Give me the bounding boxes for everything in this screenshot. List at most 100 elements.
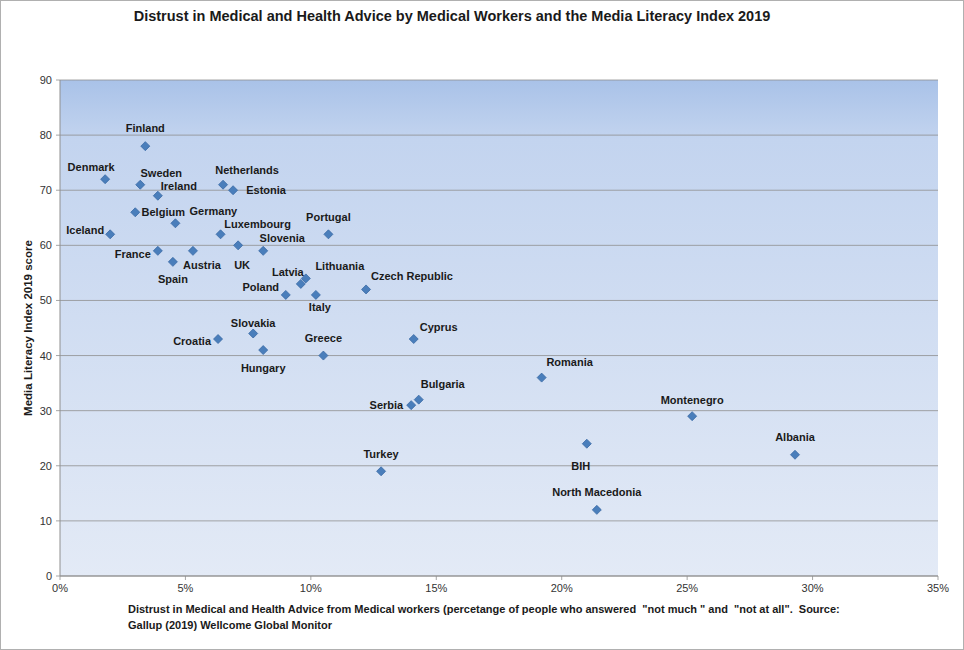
point-label: Denmark bbox=[68, 161, 116, 173]
point-label: Sweden bbox=[140, 167, 182, 179]
point-label: Latvia bbox=[272, 266, 305, 278]
tick-label: 80 bbox=[40, 129, 52, 141]
chart-container: Distrust in Medical and Health Advice by… bbox=[0, 0, 964, 650]
tick-label: 40 bbox=[40, 350, 52, 362]
point-label: Ireland bbox=[161, 180, 197, 192]
point-label: Luxembourg bbox=[224, 218, 291, 230]
data-point bbox=[171, 219, 180, 228]
tick-mark bbox=[436, 576, 437, 580]
point-label: Lithuania bbox=[315, 260, 365, 272]
y-axis-line bbox=[60, 80, 61, 576]
tick-label: 90 bbox=[40, 74, 52, 86]
point-label: Finland bbox=[126, 122, 165, 134]
data-point bbox=[131, 208, 140, 217]
data-point bbox=[106, 230, 115, 239]
tick-label: 50 bbox=[40, 294, 52, 306]
data-point bbox=[281, 290, 290, 299]
grid-line bbox=[60, 300, 938, 301]
grid-line bbox=[60, 576, 938, 577]
point-label: Austria bbox=[183, 259, 222, 271]
chart-title: Distrust in Medical and Health Advice by… bbox=[134, 8, 771, 24]
chart-svg: Distrust in Medical and Health Advice by… bbox=[0, 0, 964, 650]
point-label: Poland bbox=[242, 281, 279, 293]
tick-label: 15% bbox=[425, 582, 447, 594]
data-point bbox=[101, 175, 110, 184]
tick-mark bbox=[310, 576, 311, 580]
tick-mark bbox=[56, 190, 60, 191]
point-label: Albania bbox=[775, 431, 816, 443]
point-label: Slovakia bbox=[231, 317, 277, 329]
tick-label: 35% bbox=[927, 582, 949, 594]
data-point bbox=[319, 351, 328, 360]
data-point bbox=[259, 346, 268, 355]
tick-mark bbox=[56, 300, 60, 301]
y-axis: 0 10 20 30 40 50 60 70 80 90 bbox=[40, 74, 938, 582]
data-point bbox=[537, 373, 546, 382]
point-label: Serbia bbox=[370, 399, 405, 411]
data-point bbox=[153, 246, 162, 255]
data-point bbox=[324, 230, 333, 239]
tick-mark bbox=[56, 135, 60, 136]
tick-label: 0% bbox=[52, 582, 68, 594]
data-point bbox=[582, 439, 591, 448]
tick-label: 10 bbox=[40, 515, 52, 527]
tick-label: 60 bbox=[40, 239, 52, 251]
tick-label: 70 bbox=[40, 184, 52, 196]
data-point bbox=[214, 335, 223, 344]
data-point bbox=[377, 467, 386, 476]
point-label: Turkey bbox=[363, 448, 399, 460]
tick-label: 25% bbox=[676, 582, 698, 594]
x-axis-line bbox=[60, 576, 938, 577]
data-point bbox=[362, 285, 371, 294]
tick-mark bbox=[812, 576, 813, 580]
tick-mark bbox=[60, 576, 61, 580]
data-point bbox=[407, 401, 416, 410]
data-point bbox=[168, 257, 177, 266]
data-point bbox=[153, 191, 162, 200]
tick-label: 5% bbox=[177, 582, 193, 594]
data-point bbox=[311, 290, 320, 299]
point-label: Iceland bbox=[66, 224, 104, 236]
data-point bbox=[592, 505, 601, 514]
tick-mark bbox=[56, 410, 60, 411]
point-label: Portugal bbox=[306, 211, 351, 223]
data-point bbox=[234, 241, 243, 250]
point-label: Netherlands bbox=[215, 164, 279, 176]
tick-label: 10% bbox=[300, 582, 322, 594]
point-label: Romania bbox=[546, 356, 593, 368]
grid-line bbox=[60, 80, 938, 81]
data-point bbox=[791, 450, 800, 459]
point-label: BIH bbox=[571, 460, 590, 472]
point-label: France bbox=[115, 248, 151, 260]
data-point bbox=[216, 230, 225, 239]
data-point bbox=[688, 412, 697, 421]
points bbox=[101, 142, 800, 515]
tick-mark bbox=[561, 576, 562, 580]
data-point bbox=[229, 186, 238, 195]
tick-mark bbox=[56, 576, 60, 577]
tick-mark bbox=[938, 576, 939, 580]
tick-mark bbox=[687, 576, 688, 580]
point-label: UK bbox=[234, 259, 250, 271]
point-label: Montenegro bbox=[661, 394, 724, 406]
point-label: Italy bbox=[309, 301, 332, 313]
data-point bbox=[249, 329, 258, 338]
tick-mark bbox=[56, 465, 60, 466]
tick-label: 30% bbox=[802, 582, 824, 594]
tick-label: 30 bbox=[40, 405, 52, 417]
data-point bbox=[414, 395, 423, 404]
tick-mark bbox=[56, 520, 60, 521]
point-labels: FinlandDenmarkSwedenIrelandNetherlandsEs… bbox=[66, 122, 815, 498]
tick-mark bbox=[56, 355, 60, 356]
y-axis-label: Media Literacy Index 2019 score bbox=[22, 240, 34, 416]
tick-label: 20 bbox=[40, 460, 52, 472]
data-point bbox=[136, 180, 145, 189]
x-axis: 0% 5% 10% 15% 20% 25% 30% 35% bbox=[52, 576, 949, 594]
tick-label: 20% bbox=[551, 582, 573, 594]
chart-frame bbox=[1, 1, 964, 650]
point-label: Cyprus bbox=[420, 321, 458, 333]
data-point bbox=[259, 246, 268, 255]
point-label: Greece bbox=[305, 332, 342, 344]
tick-label: 0 bbox=[46, 570, 52, 582]
data-point bbox=[409, 335, 418, 344]
